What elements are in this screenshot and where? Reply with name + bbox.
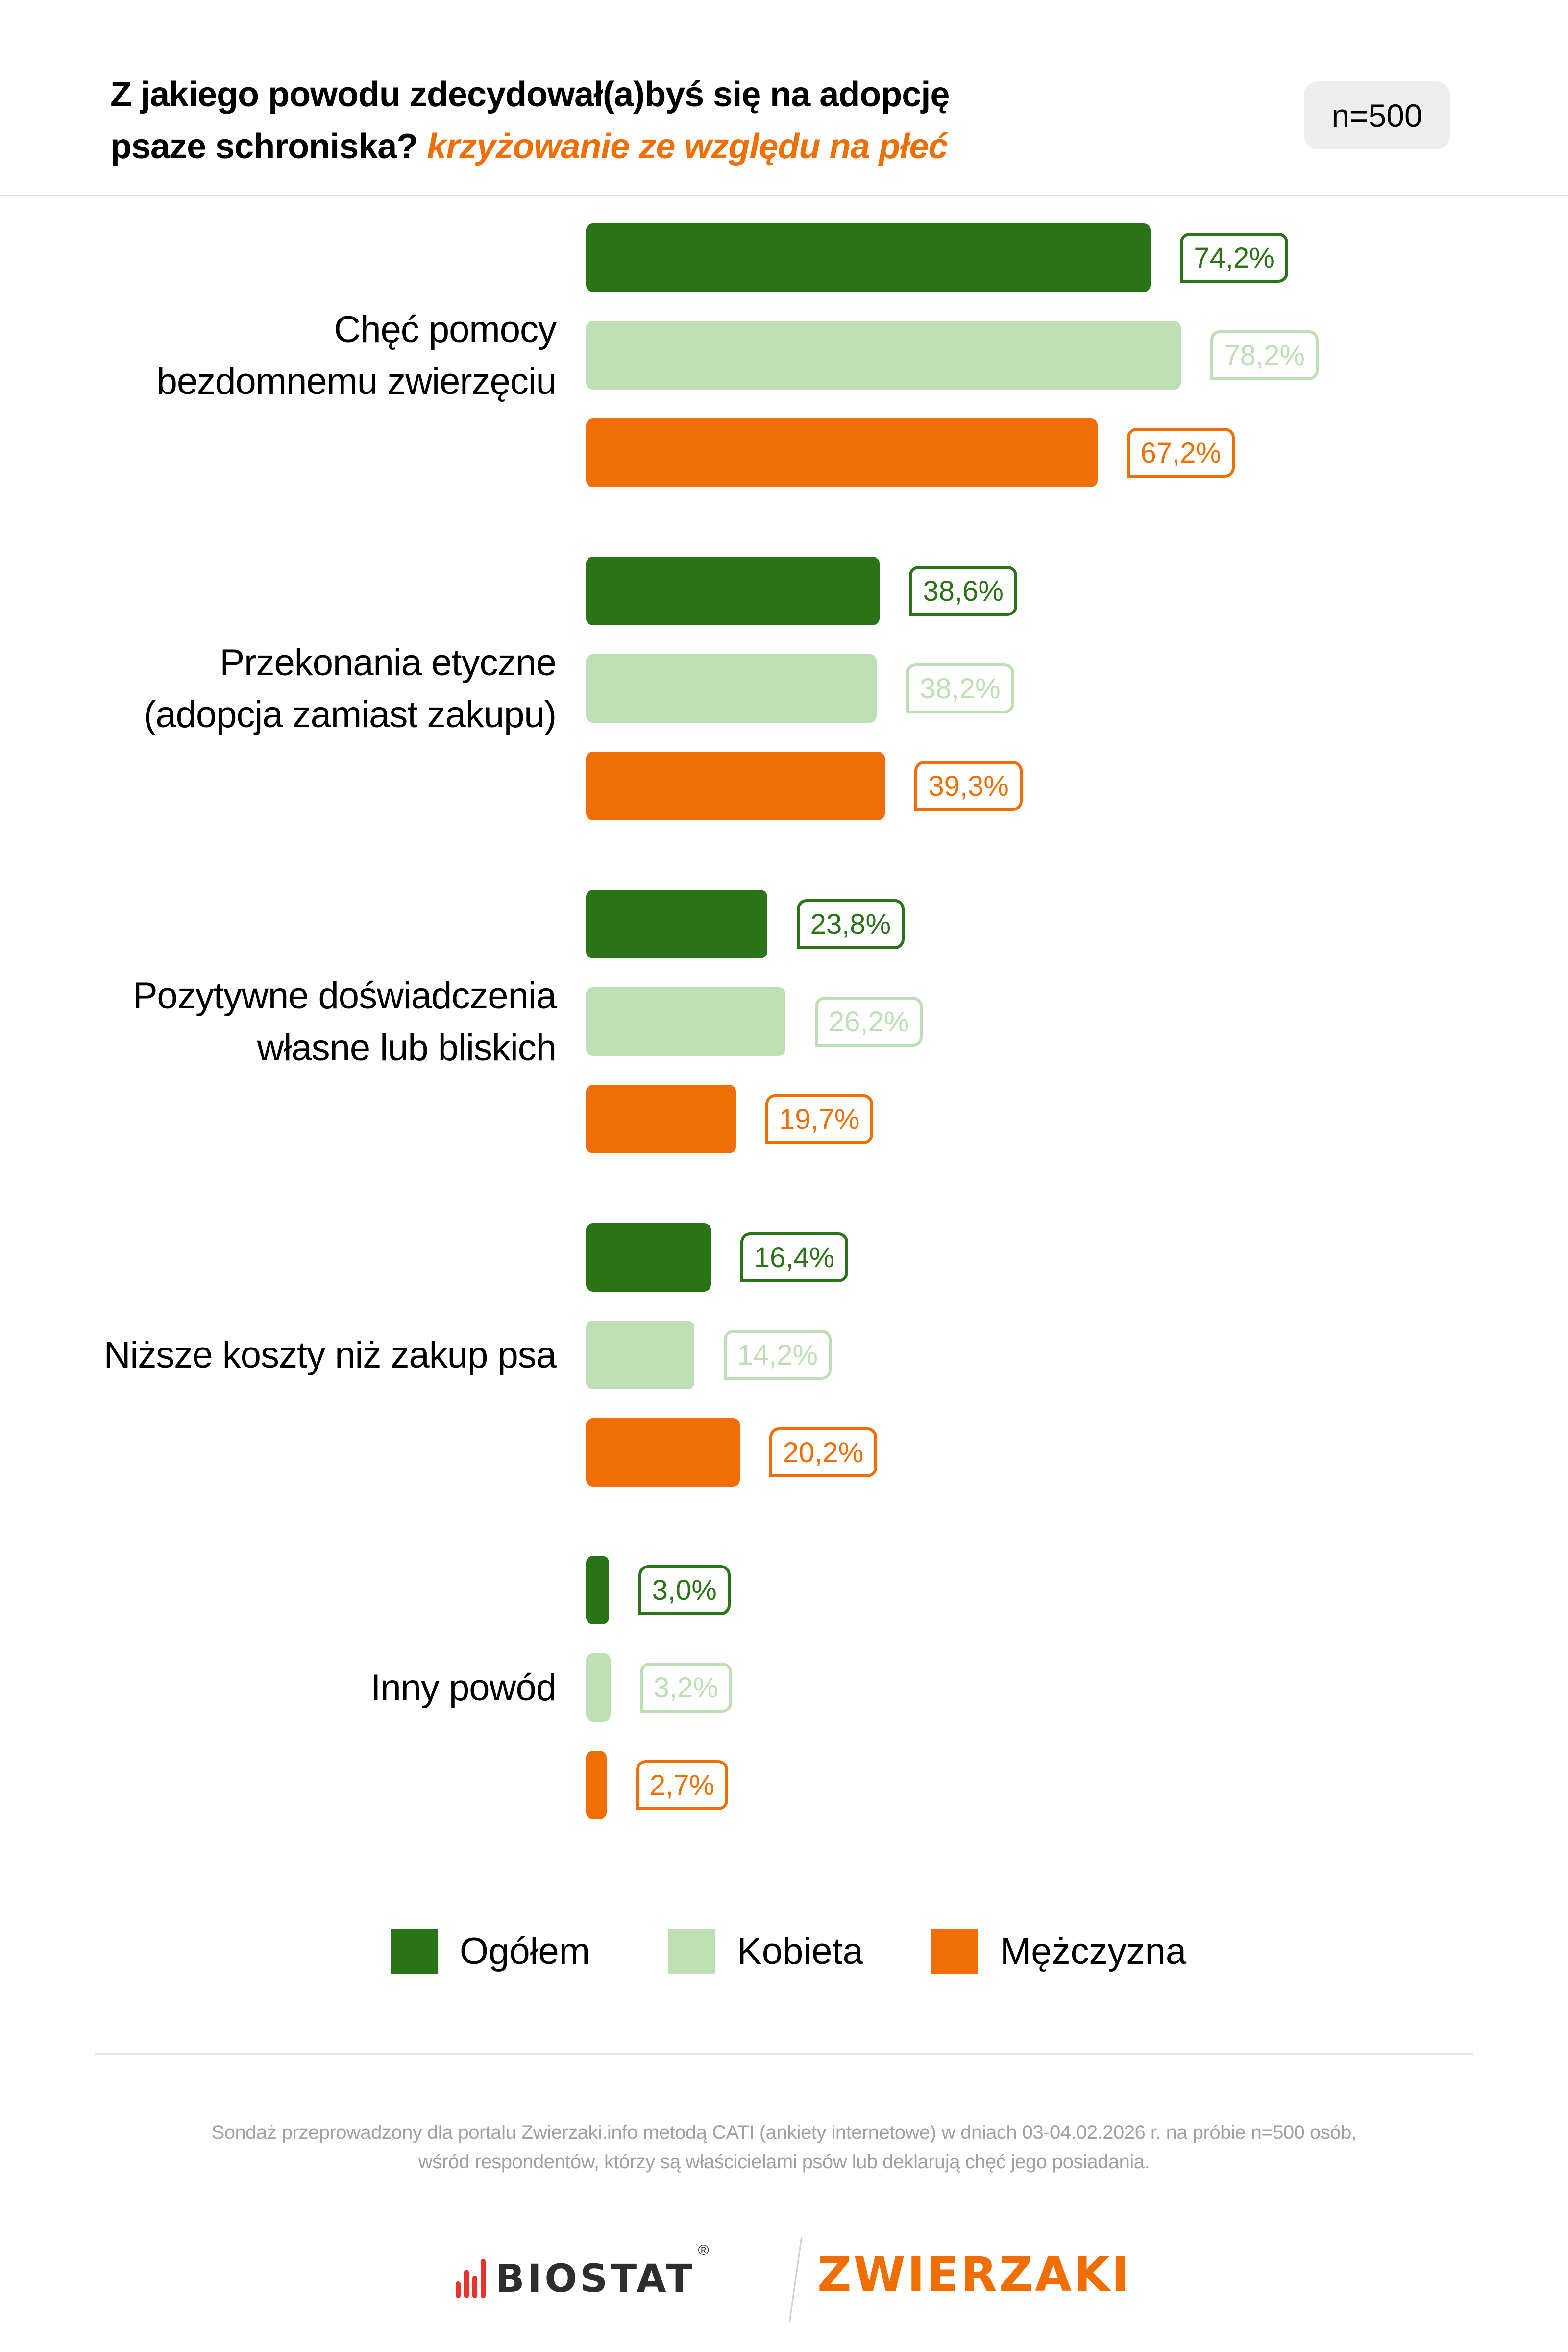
legend-swatch-ogolem [391,1929,438,1974]
legend-swatch-mezczyzna [931,1929,978,1974]
value-label: 3,0% [638,1565,731,1615]
value-label: 74,2% [1180,233,1288,283]
biostat-logo: BIOSTAT ® [456,2242,709,2301]
bar-kobieta [586,1653,611,1722]
biostat-bars-icon [456,2256,486,2298]
value-label: 19,7% [765,1094,874,1144]
bar-group: Pozytywne doświadczenia własne lub blisk… [0,890,1568,1154]
bar-kobieta [586,321,1181,390]
value-label: 38,2% [906,663,1014,713]
value-label: 20,2% [769,1427,878,1477]
value-label: 3,2% [639,1663,732,1713]
bar-row: 39,3% [586,752,1023,820]
value-label: 39,3% [914,761,1023,811]
legend-label: Kobieta [737,1930,863,1972]
chart-legend: Ogółem Kobieta Mężczyzna [0,1929,1568,1974]
bar-row: 3,2% [586,1653,732,1722]
value-label: 23,8% [796,899,905,949]
value-label: 38,6% [909,566,1017,616]
registered-mark-icon: ® [698,2242,709,2258]
legend-item-kobieta: Kobieta [668,1929,863,1974]
category-label: Inny powód [370,1667,557,1709]
zwierzaki-logo: ZWIERZAKI [817,2247,1131,2302]
bar-row: 3,0% [586,1556,731,1624]
bar-row: 14,2% [586,1321,832,1389]
bar-mężczyzna [586,418,1098,487]
bar-ogółem [586,1556,609,1624]
biostat-wordmark: BIOSTAT [495,2257,695,2301]
value-label: 16,4% [740,1232,849,1282]
methodology-note-line-2: wśród respondentów, którzy są właściciel… [418,2151,1150,2173]
methodology-note-line-1: Sondaż przeprowadzony dla portalu Zwierz… [211,2122,1357,2143]
bar-group: Chęć pomocy bezdomnemu zwierzęciu 74,2% 78… [0,223,1568,488]
methodology-note: Sondaż przeprowadzony dla portalu Zwierz… [0,2118,1568,2177]
bar-group: Niższe koszty niż zakup psa 16,4% 14,2% 20,… [0,1223,1568,1488]
bar-ogółem [586,557,880,625]
bar-row: 2,7% [586,1751,729,1819]
chart-title: Z jakiego powodu zdecydował(a)byś się na… [110,69,1041,172]
sample-size-badge: n=500 [1304,81,1450,149]
legend-label: Ogółem [460,1930,590,1972]
value-label: 67,2% [1127,428,1235,478]
category-label: Chęć pomocy bezdomnemu zwierzęciu [156,309,557,402]
value-label: 78,2% [1210,330,1319,380]
category-label: Przekonania etyczne (adopcja zamiast zak… [144,642,557,735]
title-accent: krzyżowanie ze względu na płeć [427,127,948,166]
bar-row: 23,8% [586,890,905,958]
bar-kobieta [586,1321,694,1389]
bar-mężczyzna [586,1751,607,1819]
chart-header: Z jakiego powodu zdecydował(a)byś się na… [0,0,1568,196]
legend-swatch-kobieta [668,1929,715,1974]
bar-row: 26,2% [586,987,923,1056]
bar-row: 74,2% [586,223,1288,292]
legend-label: Mężczyzna [1000,1930,1187,1972]
legend-item-ogolem: Ogółem [391,1929,590,1974]
title-line-1: Z jakiego powodu zdecydował(a)byś się na… [110,75,950,114]
bar-ogółem [586,1223,711,1292]
bar-ogółem [586,890,767,958]
bar-mężczyzna [586,1418,740,1487]
logos: BIOSTAT ® ZWIERZAKI [0,2225,1568,2323]
bar-ogółem [586,223,1151,292]
category-label: Niższe koszty niż zakup psa [103,1334,557,1376]
legend-item-mezczyzna: Mężczyzna [931,1929,1186,1974]
bar-group: Inny powód 3,0% 3,2% 2,7% [0,1556,1568,1820]
bar-row: 16,4% [586,1223,849,1292]
bar-kobieta [586,654,877,723]
footer-divider [95,2053,1473,2055]
bar-kobieta [586,987,785,1056]
logo-divider [788,2237,803,2323]
bar-mężczyzna [586,1085,736,1153]
title-line-2: psaze schroniska? [110,127,418,166]
value-label: 14,2% [723,1330,832,1380]
value-label: 2,7% [636,1760,729,1810]
value-label: 26,2% [814,997,923,1047]
category-label: Pozytywne doświadczenia własne lub blisk… [132,975,557,1069]
bar-row: 67,2% [586,418,1235,487]
bar-mężczyzna [586,752,885,820]
bar-row: 78,2% [586,321,1319,390]
bar-group: Przekonania etyczne (adopcja zamiast zak… [0,557,1568,821]
bar-row: 38,6% [586,557,1017,625]
header-divider [0,195,1568,196]
bar-row: 19,7% [586,1085,874,1153]
bar-row: 38,2% [586,654,1014,723]
bar-row: 20,2% [586,1418,878,1487]
